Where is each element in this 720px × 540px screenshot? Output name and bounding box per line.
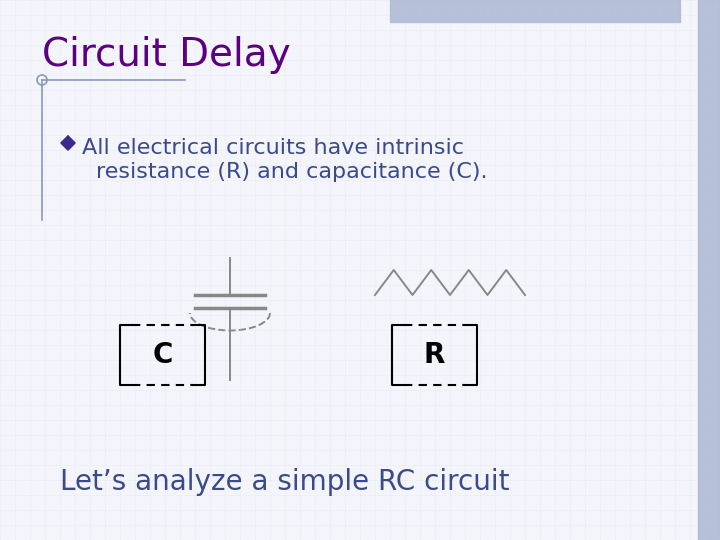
Text: Let’s analyze a simple RC circuit: Let’s analyze a simple RC circuit	[60, 468, 510, 496]
Text: Circuit Delay: Circuit Delay	[42, 36, 291, 74]
Polygon shape	[61, 136, 75, 150]
Bar	[390, 0, 680, 22]
Text: resistance (R) and capacitance (C).: resistance (R) and capacitance (C).	[96, 162, 487, 182]
Text: R: R	[424, 341, 445, 369]
Bar	[698, 0, 720, 540]
Text: C: C	[153, 341, 173, 369]
Text: All electrical circuits have intrinsic: All electrical circuits have intrinsic	[82, 138, 464, 158]
